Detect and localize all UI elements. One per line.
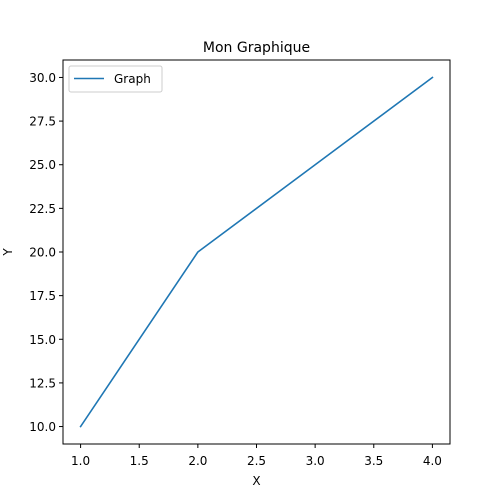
legend-box: [68, 65, 163, 93]
legend: Graph: [68, 65, 163, 93]
x-tick-label: 1.5: [130, 454, 149, 468]
y-tick-label: 15.0: [29, 333, 56, 347]
y-tick-label: 27.5: [29, 115, 56, 129]
y-tick-label: 22.5: [29, 202, 56, 216]
x-tick-label: 1.0: [71, 454, 90, 468]
y-tick-label: 17.5: [29, 289, 56, 303]
series-layer: [79, 76, 434, 428]
x-tick-label: 2.5: [247, 454, 266, 468]
plot-area: [63, 60, 450, 444]
x-axis-label: X: [252, 474, 260, 488]
y-tick-label: 25.0: [29, 158, 56, 172]
x-tick-label: 3.0: [306, 454, 325, 468]
x-axis-ticks: 1.0 1.5 2.0 2.5 3.0 3.5 4.0: [71, 444, 442, 468]
y-tick-label: 30.0: [29, 71, 56, 85]
y-axis-ticks: 10.0 12.5 15.0 17.5 20.0 22.5 25.0 27.5 30.0: [29, 71, 63, 434]
y-tick-label: 20.0: [29, 246, 56, 260]
x-tick-label: 2.0: [188, 454, 207, 468]
legend-label-graph: Graph: [114, 72, 151, 86]
x-tick-label: 4.0: [423, 454, 442, 468]
y-tick-label: 12.5: [29, 376, 56, 390]
y-tick-label: 10.0: [29, 420, 56, 434]
chart-title: Mon Graphique: [203, 40, 310, 56]
series-line-graph: [79, 76, 434, 428]
y-axis-label: Y: [1, 248, 15, 257]
x-tick-label: 3.5: [364, 454, 383, 468]
